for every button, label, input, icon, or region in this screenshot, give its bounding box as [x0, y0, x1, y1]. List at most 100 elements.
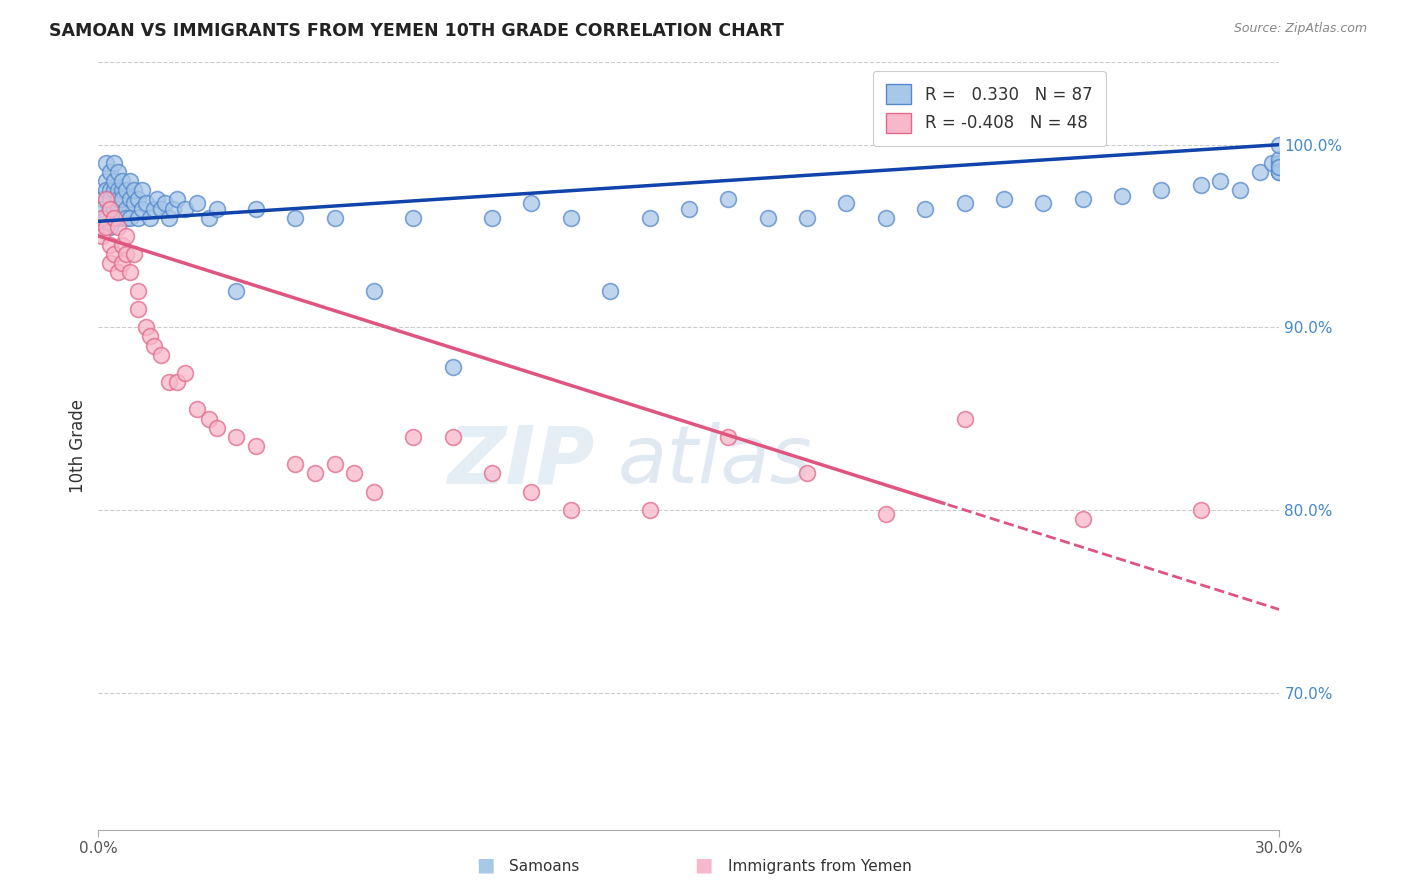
Text: ■: ■	[693, 855, 713, 874]
Point	[756, 211, 779, 225]
Point	[481, 211, 503, 225]
Point	[1268, 160, 1291, 174]
Point	[103, 156, 125, 170]
Point	[162, 202, 184, 216]
Point	[1189, 178, 1212, 192]
Point	[638, 211, 661, 225]
Point	[155, 196, 177, 211]
Point	[441, 360, 464, 375]
Point	[91, 202, 114, 216]
Text: SAMOAN VS IMMIGRANTS FROM YEMEN 10TH GRADE CORRELATION CHART: SAMOAN VS IMMIGRANTS FROM YEMEN 10TH GRA…	[49, 22, 785, 40]
Point	[115, 229, 138, 244]
Point	[135, 196, 157, 211]
Point	[323, 211, 346, 225]
Text: Samoans: Samoans	[509, 859, 579, 874]
Point	[118, 211, 141, 225]
Point	[284, 457, 307, 471]
Text: Source: ZipAtlas.com: Source: ZipAtlas.com	[1233, 22, 1367, 36]
Point	[914, 202, 936, 216]
Point	[96, 211, 118, 225]
Point	[1150, 183, 1173, 197]
Point	[1268, 160, 1291, 174]
Point	[197, 411, 219, 425]
Point	[98, 202, 121, 216]
Point	[127, 193, 149, 207]
Point	[135, 320, 157, 334]
Point	[1268, 165, 1291, 179]
Point	[138, 329, 160, 343]
Point	[157, 211, 180, 225]
Point	[1268, 153, 1291, 167]
Point	[103, 174, 125, 188]
Point	[1268, 137, 1291, 152]
Point	[107, 193, 129, 207]
Point	[107, 265, 129, 279]
Point	[115, 183, 138, 197]
Point	[796, 467, 818, 481]
Point	[111, 174, 134, 188]
Point	[96, 156, 118, 170]
Point	[91, 229, 114, 244]
Point	[96, 219, 118, 234]
Text: ■: ■	[475, 855, 495, 874]
Point	[98, 238, 121, 252]
Point	[118, 193, 141, 207]
Point	[103, 202, 125, 216]
Point	[343, 467, 366, 481]
Point	[98, 256, 121, 270]
Point	[560, 503, 582, 517]
Point	[107, 202, 129, 216]
Point	[174, 202, 197, 216]
Point	[107, 211, 129, 225]
Point	[96, 174, 118, 188]
Point	[150, 202, 173, 216]
Point	[402, 430, 425, 444]
Point	[560, 211, 582, 225]
Point	[107, 183, 129, 197]
Point	[441, 430, 464, 444]
Point	[835, 196, 858, 211]
Point	[98, 202, 121, 216]
Point	[520, 484, 543, 499]
Point	[103, 183, 125, 197]
Point	[186, 402, 208, 417]
Point	[127, 284, 149, 298]
Point	[205, 202, 228, 216]
Y-axis label: 10th Grade: 10th Grade	[69, 399, 87, 493]
Point	[993, 193, 1015, 207]
Point	[103, 211, 125, 225]
Point	[138, 211, 160, 225]
Point	[304, 467, 326, 481]
Point	[875, 507, 897, 521]
Point	[166, 375, 188, 389]
Point	[111, 238, 134, 252]
Point	[1268, 165, 1291, 179]
Point	[98, 183, 121, 197]
Point	[197, 211, 219, 225]
Point	[118, 265, 141, 279]
Point	[1032, 196, 1054, 211]
Point	[131, 183, 153, 197]
Point	[96, 183, 118, 197]
Point	[245, 202, 267, 216]
Point	[91, 211, 114, 225]
Point	[1260, 156, 1282, 170]
Point	[157, 375, 180, 389]
Point	[122, 183, 145, 197]
Point	[245, 439, 267, 453]
Point	[91, 219, 114, 234]
Point	[142, 202, 165, 216]
Point	[122, 247, 145, 261]
Point	[103, 247, 125, 261]
Point	[1189, 503, 1212, 517]
Point	[115, 247, 138, 261]
Point	[953, 196, 976, 211]
Point	[111, 211, 134, 225]
Point	[284, 211, 307, 225]
Point	[363, 284, 385, 298]
Point	[1268, 156, 1291, 170]
Point	[678, 202, 700, 216]
Point	[127, 211, 149, 225]
Point	[1071, 512, 1094, 526]
Point	[638, 503, 661, 517]
